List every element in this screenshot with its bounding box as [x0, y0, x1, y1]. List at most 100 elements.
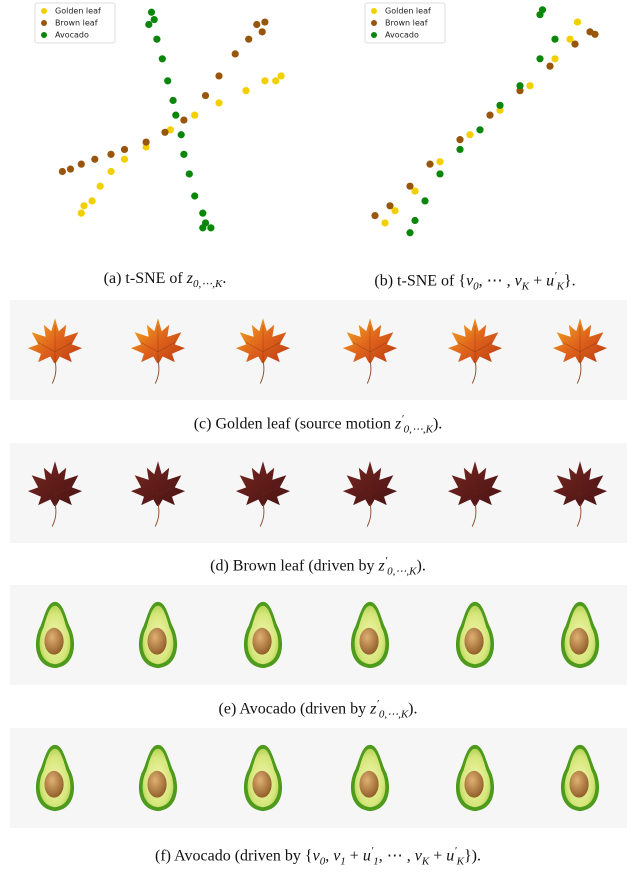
scatter-point	[143, 139, 150, 146]
caption-part: 0,⋯,K	[404, 424, 433, 436]
scatter-point	[191, 192, 198, 199]
caption-part: .	[222, 270, 226, 287]
legend-label: Brown leaf	[55, 19, 98, 28]
caption-part: ).	[417, 557, 426, 574]
scatter-point	[191, 112, 198, 119]
scatter-point	[80, 202, 87, 209]
legend-marker	[41, 32, 47, 38]
scatter-point	[180, 151, 187, 158]
caption-part: u	[546, 272, 554, 289]
scatter-point	[242, 87, 249, 94]
scatter-point	[516, 82, 523, 89]
scatter-point	[526, 82, 533, 89]
caption: (c) Golden leaf (source motion z′0,⋯,K).	[194, 413, 443, 436]
caption-part: (a) t-SNE of	[104, 270, 187, 287]
scatter-point	[278, 72, 285, 79]
caption-part: +	[429, 847, 446, 864]
scatter-point	[178, 131, 185, 138]
scatter-point	[232, 50, 239, 57]
legend-label: Golden leaf	[385, 7, 431, 16]
scatter-point	[107, 168, 114, 175]
caption-part: (f) Avocado (driven by {	[155, 847, 313, 864]
legend-label: Avocado	[385, 31, 419, 40]
caption-part: +	[529, 272, 546, 289]
scatter-point	[121, 146, 128, 153]
caption-part: 0,⋯,K	[379, 709, 408, 721]
scatter-point	[97, 183, 104, 190]
scatter-point	[202, 92, 209, 99]
scatter-point	[153, 36, 160, 43]
caption-part: (c) Golden leaf (source motion	[194, 415, 395, 432]
scatter-point	[371, 212, 378, 219]
caption-part: , ⋯ ,	[379, 847, 415, 864]
scatter-point	[253, 21, 260, 28]
scatter-point	[539, 6, 546, 13]
scatter-point	[436, 158, 443, 165]
scatter-point	[259, 28, 266, 35]
scatter-point	[164, 77, 171, 84]
scatter-point	[546, 63, 553, 70]
caption: (e) Avocado (driven by z′0,⋯,K).	[219, 698, 418, 721]
strip-background	[10, 300, 627, 400]
scatter-point	[91, 156, 98, 163]
scatter-point	[159, 55, 166, 62]
scatter-point	[59, 168, 66, 175]
strip-background	[10, 585, 627, 685]
strip-background	[10, 443, 627, 543]
scatter-point	[406, 229, 413, 236]
caption: (a) t-SNE of z0,⋯,K.	[104, 270, 227, 290]
caption-part: ).	[408, 700, 417, 717]
scatter-point	[148, 9, 155, 16]
caption-part: 0,⋯,K	[387, 566, 416, 578]
scatter-point	[456, 136, 463, 143]
caption: (d) Brown leaf (driven by z′0,⋯,K).	[210, 555, 426, 578]
scatter-point	[456, 146, 463, 153]
caption-part: K	[557, 281, 564, 293]
scatter-point	[89, 197, 96, 204]
legend-marker	[41, 20, 47, 26]
caption-part: K	[457, 856, 464, 868]
scatter-point	[78, 210, 85, 217]
scatter-point	[476, 126, 483, 133]
strip-background	[10, 728, 627, 828]
scatter-point	[67, 165, 74, 172]
caption-part: v	[313, 847, 320, 864]
caption-part: v	[415, 847, 422, 864]
scatter-point	[180, 116, 187, 123]
caption-part: u	[363, 847, 371, 864]
scatter-point	[436, 170, 443, 177]
caption-part: ).	[433, 415, 442, 432]
caption-part: K	[522, 281, 529, 293]
scatter-point	[591, 31, 598, 38]
scatter-point	[496, 102, 503, 109]
caption-part: v	[466, 272, 473, 289]
scatter-point	[215, 99, 222, 106]
scatter-point	[199, 210, 206, 217]
caption-part: (e) Avocado (driven by	[219, 700, 371, 717]
scatter-point	[426, 161, 433, 168]
legend-marker	[371, 20, 377, 26]
scatter-point	[172, 112, 179, 119]
scatter-point	[199, 224, 206, 231]
scatter-point	[486, 112, 493, 119]
scatter-point	[466, 131, 473, 138]
legend-marker	[371, 8, 377, 14]
caption-part: ,	[325, 847, 333, 864]
scatter-point	[571, 41, 578, 48]
scatter-point	[406, 183, 413, 190]
scatter-point	[151, 16, 158, 23]
legend-label: Avocado	[55, 31, 89, 40]
scatter-point	[170, 97, 177, 104]
scatter-point	[207, 224, 214, 231]
legend-marker	[371, 32, 377, 38]
legend-marker	[41, 8, 47, 14]
scatter-point	[381, 219, 388, 226]
scatter-point	[536, 55, 543, 62]
scatter-point	[551, 36, 558, 43]
caption-part: , ⋯ ,	[479, 272, 515, 289]
scatter-point	[421, 197, 428, 204]
scatter-point	[261, 77, 268, 84]
scatter-point	[411, 217, 418, 224]
scatter-point	[272, 77, 279, 84]
scatter-point	[245, 36, 252, 43]
